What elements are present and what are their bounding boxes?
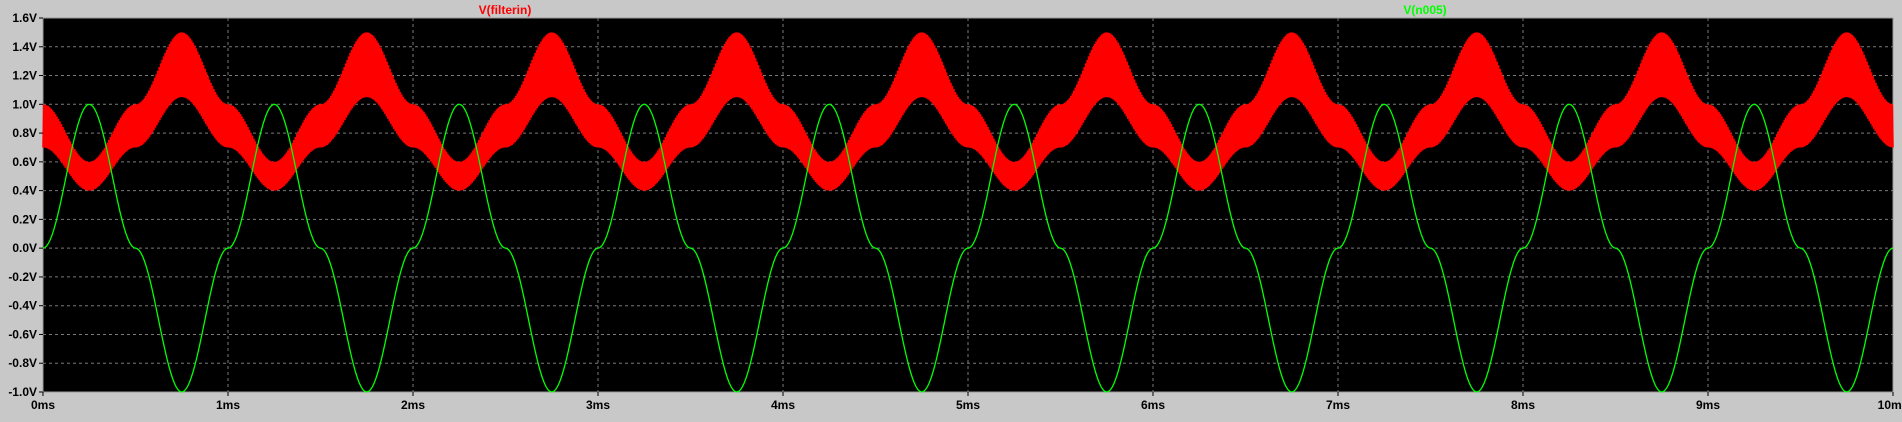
legend-label-v-filterin[interactable]: V(filterin) xyxy=(479,3,532,17)
x-tick-label: 4ms xyxy=(771,398,795,412)
y-tick-label: -0.4V xyxy=(8,299,37,313)
y-tick-label: -0.2V xyxy=(8,270,37,284)
y-tick-label: 0.4V xyxy=(12,184,37,198)
tick-labels: 0ms 1ms 2ms 3ms 4ms 5ms 6ms 7ms 8ms 9ms 10ms 1.6V 1.… xyxy=(8,11,1902,412)
x-tick-label: 1ms xyxy=(216,398,240,412)
y-tick-label: 1.4V xyxy=(12,40,37,54)
legend: V(filterin) V(n005) xyxy=(479,3,1447,17)
y-tick-label: -0.6V xyxy=(8,327,37,341)
x-tick-label: 9ms xyxy=(1696,398,1720,412)
y-tick-label: 1.0V xyxy=(12,97,37,111)
y-tick-label: -1.0V xyxy=(8,385,37,399)
x-tick-label: 10ms xyxy=(1878,398,1902,412)
grid-lines xyxy=(43,18,1893,392)
series-layer xyxy=(42,32,1894,393)
x-tick-label: 3ms xyxy=(586,398,610,412)
x-tick-label: 5ms xyxy=(956,398,980,412)
y-tick-label: -0.8V xyxy=(8,356,37,370)
x-tick-label: 2ms xyxy=(401,398,425,412)
y-tick-label: 0.8V xyxy=(12,126,37,140)
x-tick-label: 0ms xyxy=(31,398,55,412)
x-tick-label: 7ms xyxy=(1326,398,1350,412)
series-line-v-n005[interactable] xyxy=(42,103,1894,393)
legend-label-v-n005[interactable]: V(n005) xyxy=(1403,3,1446,17)
y-tick-label: 1.6V xyxy=(12,11,37,25)
y-tick-label: 0.2V xyxy=(12,212,37,226)
series-line-v-filterin[interactable] xyxy=(42,32,1894,191)
x-tick-label: 8ms xyxy=(1511,398,1535,412)
y-tick-label: 0.6V xyxy=(12,155,37,169)
y-tick-label: 0.0V xyxy=(12,241,37,255)
y-tick-label: 1.2V xyxy=(12,69,37,83)
x-tick-label: 6ms xyxy=(1141,398,1165,412)
